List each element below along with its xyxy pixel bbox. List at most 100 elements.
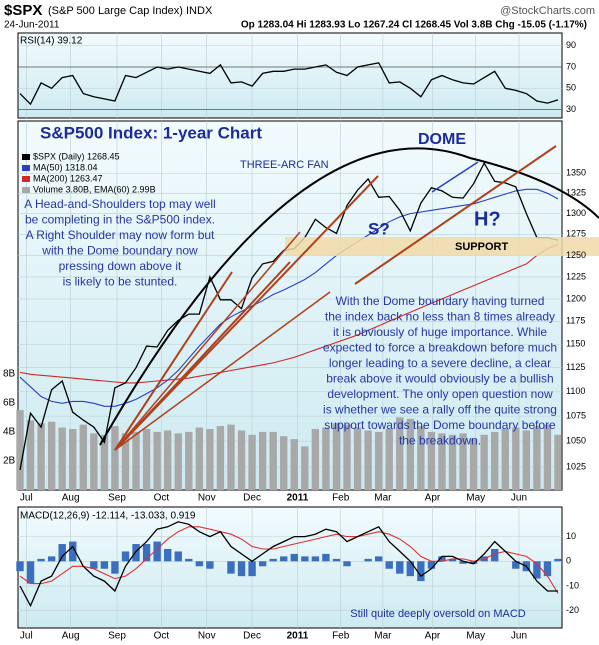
y-tick-label: 1025	[566, 461, 586, 471]
fan-line	[114, 291, 331, 451]
panel	[17, 32, 563, 119]
bar	[280, 556, 288, 562]
fan-line	[114, 261, 291, 451]
bar	[58, 427, 66, 490]
note-line: with the Dome boundary now	[41, 244, 198, 258]
note-line: A Head-and-Shoulders top may well	[24, 197, 215, 211]
dome-arc	[99, 147, 599, 446]
support-label: SUPPORT	[455, 241, 508, 253]
bar	[343, 424, 351, 490]
bar	[522, 430, 531, 490]
y-tick-label: 1200	[566, 293, 586, 303]
bar	[374, 431, 383, 490]
line	[19, 243, 559, 384]
bar	[469, 439, 478, 490]
note-line: development. The only open question now	[327, 387, 553, 401]
bar	[90, 433, 98, 490]
bar	[406, 561, 415, 577]
x-tick-label: Jun	[511, 493, 527, 504]
bar	[448, 434, 457, 490]
bar	[227, 561, 235, 574]
fan-line	[114, 231, 301, 451]
x-tick-label: May	[466, 631, 485, 642]
bar	[396, 561, 404, 574]
bar	[132, 544, 140, 562]
bar	[385, 428, 393, 490]
note-line: the breakdown.	[399, 434, 481, 448]
x-tick-label: Oct	[154, 631, 170, 642]
bar	[26, 561, 35, 584]
x-tick-label: Jun	[511, 631, 527, 642]
x-tick-label: Aug	[62, 493, 80, 504]
note-line: A Right Shoulder may now form but	[26, 228, 215, 242]
bar	[163, 430, 172, 490]
y-tick-label: 1175	[566, 316, 585, 326]
y-tick-label: 1350	[566, 168, 586, 178]
symbol: $SPX	[4, 2, 42, 19]
bar	[554, 558, 562, 562]
bar	[301, 556, 309, 562]
bar	[227, 424, 235, 490]
bar	[364, 430, 372, 490]
legend-swatch	[22, 176, 30, 182]
bar	[185, 558, 193, 562]
line	[19, 188, 559, 407]
x-tick-label: Jul	[20, 493, 33, 504]
note-line: the index back no less than 8 times alre…	[325, 310, 555, 324]
x-tick-label: Dec	[243, 631, 261, 642]
bar	[248, 561, 256, 577]
bar	[364, 558, 372, 562]
y-tick-label: 1275	[566, 229, 586, 239]
bar	[258, 431, 267, 490]
legend-swatch	[22, 165, 30, 171]
x-tick-label: Nov	[198, 493, 216, 504]
bar	[491, 548, 499, 562]
y-tick-label: 1050	[566, 436, 586, 446]
bar	[237, 430, 246, 490]
head-label: H?	[474, 208, 501, 230]
bar	[111, 561, 119, 574]
legend-label: MA(200) 1263.47	[33, 173, 103, 183]
legend-swatch	[22, 154, 30, 160]
note-line: support towards the Dome boundary before	[324, 418, 556, 432]
legend-swatch	[22, 187, 30, 193]
x-tick-label: Oct	[154, 493, 170, 504]
y2-tick-label: 8B	[3, 368, 16, 379]
bar	[26, 420, 35, 490]
bar	[322, 553, 330, 562]
bar	[153, 541, 161, 562]
bar	[406, 418, 415, 490]
x-tick-label: Mar	[374, 493, 392, 504]
bar	[396, 417, 404, 490]
x-tick-label: May	[466, 493, 485, 504]
bar	[16, 561, 24, 572]
bar	[311, 428, 320, 490]
fan-line	[114, 271, 233, 451]
bar	[174, 433, 182, 490]
bar	[301, 446, 309, 490]
x-tick-label: Sep	[108, 493, 126, 504]
bar	[543, 424, 552, 490]
bar	[343, 561, 351, 567]
x-tick-label: Jul	[20, 631, 33, 642]
y-tick-label: 1075	[566, 410, 586, 420]
bar	[174, 551, 182, 562]
bar	[417, 561, 425, 582]
x-tick-label: Apr	[425, 631, 441, 642]
note-line: break above it would obviously be a bull…	[326, 372, 553, 386]
note-line: is whether we see a rally off the quite …	[323, 403, 557, 417]
note-line: pressing down above it	[59, 259, 182, 273]
bar	[332, 558, 341, 562]
bar	[142, 428, 151, 490]
y-tick-label: 1150	[566, 339, 585, 349]
bar	[237, 561, 246, 577]
y-tick-label: 1125	[566, 362, 585, 372]
legend-label: MA(50) 1318.04	[33, 162, 98, 172]
bar	[280, 436, 288, 490]
bar	[427, 561, 436, 569]
bar	[90, 561, 98, 569]
y-tick-label: 70	[566, 61, 576, 71]
bar	[100, 561, 109, 569]
line	[19, 521, 558, 608]
